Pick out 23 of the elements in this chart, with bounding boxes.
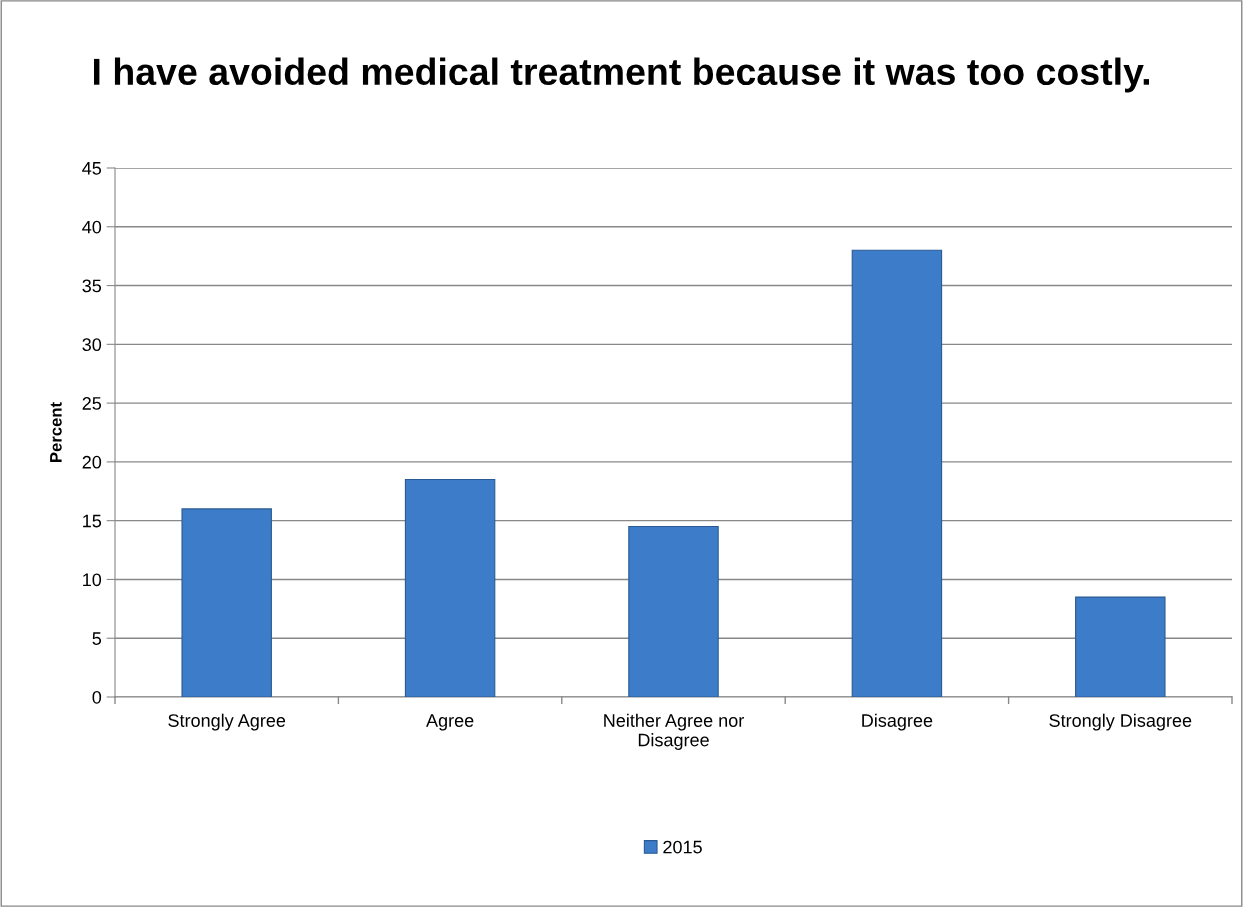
y-tick-label: 15 bbox=[83, 514, 102, 528]
x-tick-label: Neither Agree nor Disagree bbox=[604, 713, 744, 750]
bar bbox=[1075, 596, 1166, 697]
y-tick-label: 20 bbox=[82, 455, 102, 469]
y-axis-title: Percent bbox=[50, 402, 62, 462]
bar bbox=[181, 508, 272, 697]
y-tick-label: 35 bbox=[82, 279, 102, 293]
x-tick-label: Strongly Disagree bbox=[1049, 713, 1192, 731]
x-tick-label: Agree bbox=[426, 714, 474, 731]
bar bbox=[851, 249, 943, 697]
bar bbox=[628, 525, 719, 697]
bar bbox=[404, 478, 496, 697]
y-tick-label: 25 bbox=[82, 397, 102, 410]
y-tick-label: 0 bbox=[92, 690, 102, 704]
y-tick-label: 45 bbox=[82, 162, 102, 175]
x-tick-label: Strongly Agree bbox=[168, 713, 286, 731]
x-tick-label: Disagree bbox=[862, 713, 933, 731]
y-tick-label: 10 bbox=[83, 573, 102, 587]
chart-title: I have avoided medical treatment because it was too costly. bbox=[94, 57, 1150, 93]
y-tick-label: 5 bbox=[92, 632, 102, 645]
y-tick-label: 40 bbox=[82, 220, 102, 234]
legend-label: 2015 bbox=[663, 840, 702, 854]
y-tick-label: 30 bbox=[82, 338, 102, 352]
